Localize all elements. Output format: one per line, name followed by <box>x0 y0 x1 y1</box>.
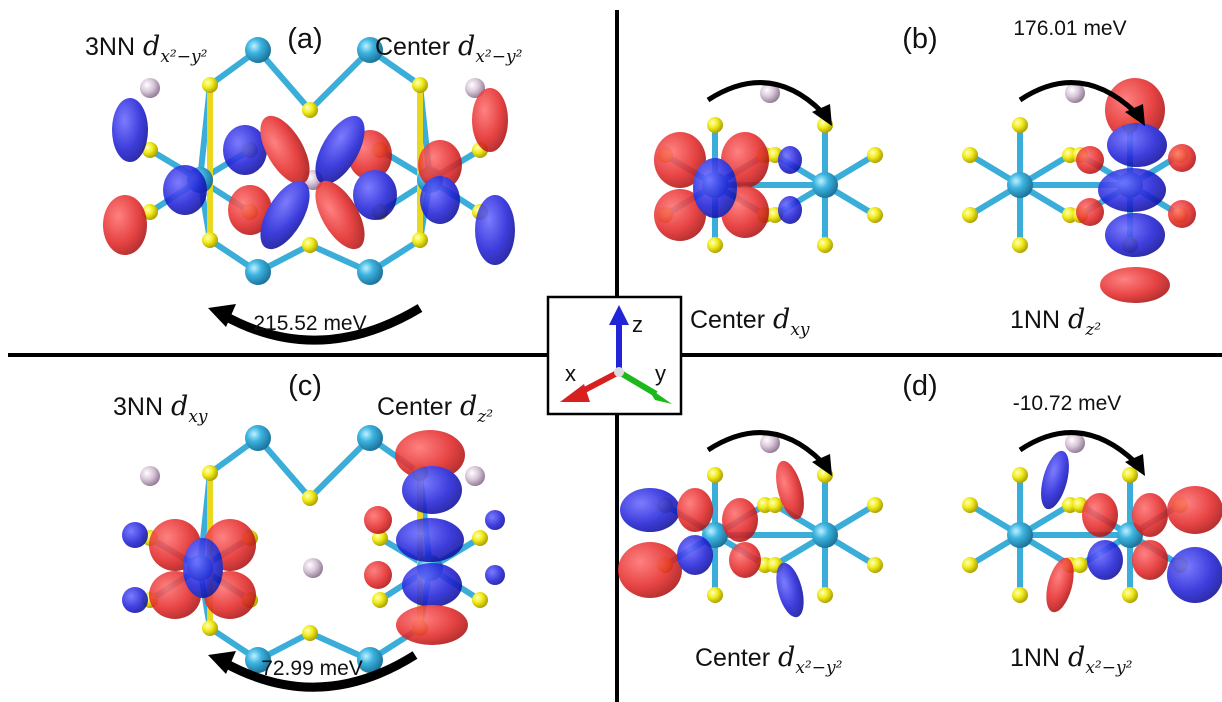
label-part: Center <box>695 644 770 672</box>
figure: (a) 3NNdx²−y² Centerdx²−y² 215.52 meV (b… <box>0 0 1222 702</box>
label-part: d <box>1068 642 1085 673</box>
label-part: d <box>458 31 475 62</box>
axis-label: y <box>655 361 666 386</box>
panel-label: (a) <box>287 23 322 55</box>
label-part: 1NN <box>1010 306 1060 334</box>
label-part: d <box>1068 304 1085 335</box>
label-part: x²−y² <box>795 658 842 678</box>
label-part: Center <box>377 393 452 421</box>
label-part: d <box>773 304 790 335</box>
orbital-label: 1NN dx²−y² <box>1010 642 1133 678</box>
orbital-label: 3NN dx²−y² <box>85 31 208 67</box>
label-part: Center <box>690 306 765 334</box>
hopping-energy: -10.72 meV <box>1013 392 1122 415</box>
label-part: xy <box>790 320 810 340</box>
panel-label: (b) <box>902 23 937 55</box>
hopping-energy: 215.52 meV <box>253 312 366 335</box>
label-part: z² <box>476 407 493 427</box>
label-part: xy <box>188 407 208 427</box>
label-part: d <box>460 391 477 422</box>
label-part: x²−y² <box>1085 658 1132 678</box>
label-part: d <box>171 391 188 422</box>
axis-indicator: z x y <box>548 297 681 414</box>
orbital-label: 1NN dz² <box>1010 304 1101 340</box>
label-part: 1NN <box>1010 644 1060 672</box>
axis-label: z <box>632 312 643 337</box>
hopping-energy: 72.99 meV <box>261 657 363 680</box>
axis-label: x <box>565 361 576 386</box>
hopping-energy: 176.01 meV <box>1013 17 1126 40</box>
orbital-label: 3NN dxy <box>113 391 208 427</box>
label-part: d <box>778 642 795 673</box>
label-part: Center <box>375 33 450 61</box>
panel-label: (c) <box>288 370 322 402</box>
label-part: x²−y² <box>160 47 207 67</box>
label-part: d <box>143 31 160 62</box>
label-part: z² <box>1084 320 1101 340</box>
label-part: 3NN <box>113 393 163 421</box>
label-part: x²−y² <box>475 47 522 67</box>
panel-label: (d) <box>902 370 937 402</box>
label-part: 3NN <box>85 33 135 61</box>
